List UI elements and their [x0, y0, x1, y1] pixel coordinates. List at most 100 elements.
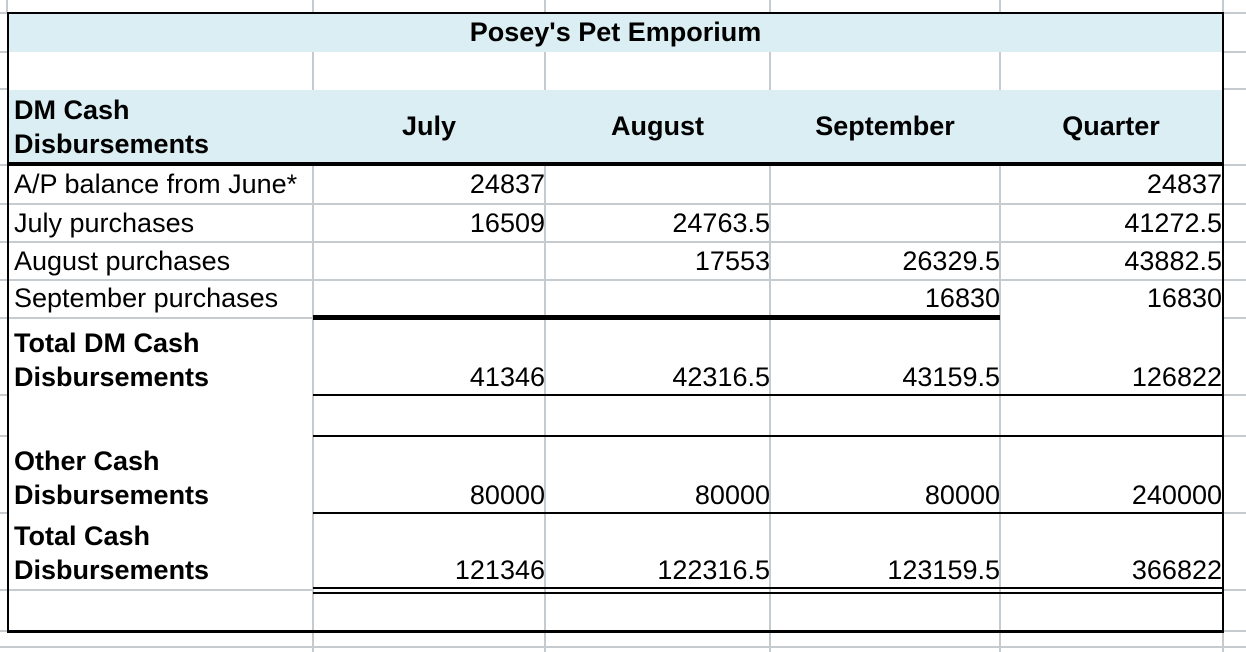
gridline	[0, 589, 313, 591]
gridline	[1224, 164, 1246, 166]
cell-sepp-august[interactable]	[545, 281, 778, 315]
cell-other-july[interactable]: 80000	[469, 480, 545, 510]
totaldm-label-line1: Total DM Cash	[14, 328, 200, 358]
gridline	[1224, 630, 1246, 632]
header-august[interactable]: August	[611, 110, 704, 141]
gridline	[1224, 435, 1246, 437]
gridline	[1224, 512, 1246, 514]
gridline	[544, 0, 546, 12]
gridline	[1222, 0, 1224, 12]
gridline	[0, 241, 1224, 243]
gridline	[312, 0, 314, 12]
gridline	[1224, 51, 1246, 53]
other-label-line1: Other Cash	[14, 446, 160, 476]
cell-augp-september[interactable]: 26329.5	[902, 245, 1000, 276]
gridline	[999, 166, 1001, 630]
cell-ap-quarter[interactable]: 24837	[1146, 169, 1222, 199]
cell-ap-september[interactable]	[770, 166, 1008, 203]
other-label-line2: Disbursements	[14, 480, 210, 510]
table-border-right	[1222, 12, 1224, 633]
gridline	[1224, 394, 1246, 396]
double-underline-2	[313, 592, 1222, 594]
gridline	[312, 52, 314, 90]
cell-ap-july[interactable]: 24837	[469, 169, 545, 199]
row-totaldm-label[interactable]: Total DM Cash Disbursements	[9, 319, 316, 399]
totalcash-label-line1: Total Cash	[14, 521, 151, 551]
gridline	[0, 646, 1246, 648]
cell-ap-august[interactable]	[545, 166, 778, 203]
row-ap-label[interactable]: A/P balance from June*	[14, 169, 298, 199]
gridline	[1224, 88, 1246, 90]
table-border-left	[7, 12, 9, 633]
gridline	[312, 633, 314, 652]
september-thick-border	[313, 315, 1000, 320]
gridline	[0, 394, 7, 396]
cell-totaldm-quarter[interactable]: 126822	[1131, 362, 1222, 392]
gridline	[769, 633, 771, 652]
gridline	[769, 166, 771, 630]
cell-sepp-quarter[interactable]: 16830	[1146, 282, 1222, 313]
row-sepp-label[interactable]: September purchases	[14, 282, 279, 313]
corner-header-line1: DM Cash	[14, 95, 130, 125]
gridline	[1224, 241, 1246, 243]
gridline	[1222, 633, 1224, 652]
double-underline-1	[313, 587, 1222, 589]
header-thick-border	[7, 162, 1224, 166]
gridline	[1224, 317, 1246, 319]
header-september[interactable]: September	[815, 110, 955, 141]
gridline	[1224, 203, 1246, 205]
table-border-bottom	[7, 630, 1224, 633]
gridline	[0, 317, 313, 319]
gridline	[0, 203, 1224, 205]
gridline	[1224, 279, 1246, 281]
corner-header-line2: Disbursements	[14, 129, 210, 159]
other-section-top-border	[313, 435, 1222, 437]
gridline	[544, 166, 546, 630]
gridline	[0, 279, 1224, 281]
other-bottom-border	[313, 512, 1222, 514]
row-julyp-label[interactable]: July purchases	[14, 207, 195, 238]
cell-totalcash-july[interactable]: 121346	[454, 555, 545, 585]
gridline	[0, 12, 7, 14]
table-border-top	[7, 12, 1224, 14]
row-other-label[interactable]: Other Cash Disbursements	[9, 437, 316, 517]
cell-totalcash-september[interactable]: 123159.5	[887, 555, 1000, 585]
title-row-fill	[9, 14, 1222, 52]
cell-other-september[interactable]: 80000	[924, 480, 1000, 510]
header-row-fill	[9, 90, 1222, 162]
row-totalcash-label[interactable]: Total Cash Disbursements	[9, 514, 316, 592]
gridline	[0, 51, 7, 53]
cell-totalcash-august[interactable]: 122316.5	[657, 555, 770, 585]
cell-totalcash-quarter[interactable]: 366822	[1131, 555, 1222, 585]
gridline	[999, 52, 1001, 90]
cell-augp-quarter[interactable]: 43882.5	[1124, 245, 1222, 276]
gridline	[0, 435, 7, 437]
cell-julyp-august[interactable]: 24763.5	[672, 207, 770, 238]
cell-julyp-july[interactable]: 16509	[469, 207, 545, 238]
cell-sepp-september[interactable]: 16830	[924, 282, 1000, 313]
title-cell[interactable]: Posey's Pet Emporium	[469, 17, 762, 47]
row-augp-label[interactable]: August purchases	[14, 245, 231, 276]
gridline	[0, 512, 7, 514]
gridline	[1224, 589, 1246, 591]
totaldm-label-line2: Disbursements	[14, 362, 210, 392]
corner-header-cell[interactable]: DM Cash Disbursements	[9, 90, 316, 165]
gridline	[769, 52, 771, 90]
gridline	[312, 166, 314, 630]
header-july[interactable]: July	[401, 110, 457, 141]
gridline	[999, 0, 1001, 12]
gridline	[0, 630, 7, 632]
cell-other-quarter[interactable]: 240000	[1131, 480, 1222, 510]
cell-totaldm-august[interactable]: 42316.5	[672, 362, 770, 392]
cell-totaldm-july[interactable]: 41346	[469, 362, 545, 392]
cell-other-august[interactable]: 80000	[694, 480, 770, 510]
cell-julyp-quarter[interactable]: 41272.5	[1124, 207, 1222, 238]
header-quarter[interactable]: Quarter	[1062, 110, 1160, 141]
cell-augp-july[interactable]	[313, 243, 553, 279]
cell-sepp-july[interactable]	[313, 281, 553, 315]
cell-julyp-september[interactable]	[770, 205, 1008, 241]
total-dm-bottom-border	[313, 394, 1222, 396]
gridline	[999, 633, 1001, 652]
cell-totaldm-september[interactable]: 43159.5	[902, 362, 1000, 392]
cell-augp-august[interactable]: 17553	[694, 245, 770, 276]
